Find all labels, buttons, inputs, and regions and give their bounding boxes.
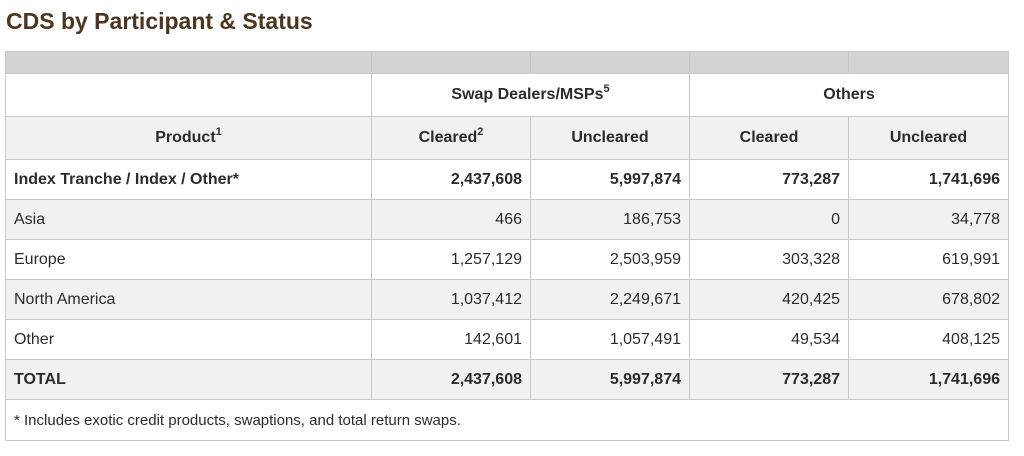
column-header-swap-cleared: Cleared2 [371, 116, 531, 160]
total-row: TOTAL 2,437,608 5,997,874 773,287 1,741,… [5, 359, 1009, 400]
cell-others-uncleared: 619,991 [848, 239, 1009, 280]
footnote-row: * Includes exotic credit products, swapt… [5, 399, 1009, 441]
table-row: Europe 1,257,129 2,503,959 303,328 619,9… [5, 239, 1009, 280]
cell-swap-cleared: 1,037,412 [371, 279, 531, 320]
footnote: * Includes exotic credit products, swapt… [5, 399, 1009, 441]
table-row: Asia 466 186,753 0 34,778 [5, 199, 1009, 240]
column-header-swap-uncleared: Uncleared [530, 116, 690, 160]
cell-swap-uncleared: 2,503,959 [530, 239, 690, 280]
group-header-empty [5, 73, 372, 117]
row-product: Other [5, 319, 372, 360]
page-title: CDS by Participant & Status [6, 8, 313, 34]
cell-swap-uncleared: 186,753 [530, 199, 690, 240]
row-product: TOTAL [5, 359, 372, 400]
column-header-product: Product1 [5, 116, 372, 160]
cell-others-uncleared: 408,125 [848, 319, 1009, 360]
cell-others-uncleared: 1,741,696 [848, 159, 1009, 200]
cell-swap-cleared: 142,601 [371, 319, 531, 360]
table-top-band [5, 51, 1009, 74]
table-row: Index Tranche / Index / Other* 2,437,608… [5, 159, 1009, 200]
cell-swap-uncleared: 1,057,491 [530, 319, 690, 360]
column-header-others-cleared: Cleared [689, 116, 849, 160]
cell-swap-cleared: 466 [371, 199, 531, 240]
cell-swap-cleared: 2,437,608 [371, 359, 531, 400]
cell-swap-cleared: 1,257,129 [371, 239, 531, 280]
column-header-others-uncleared: Uncleared [848, 116, 1009, 160]
cell-swap-uncleared: 2,249,671 [530, 279, 690, 320]
group-header-swap-dealers: Swap Dealers/MSPs5 [371, 73, 690, 117]
table-row: North America 1,037,412 2,249,671 420,42… [5, 279, 1009, 320]
row-product: Index Tranche / Index / Other* [5, 159, 372, 200]
cell-others-uncleared: 678,802 [848, 279, 1009, 320]
cell-others-uncleared: 34,778 [848, 199, 1009, 240]
table-row: Other 142,601 1,057,491 49,534 408,125 [5, 319, 1009, 360]
group-header-row: Swap Dealers/MSPs5 Others [5, 73, 1009, 117]
cell-others-cleared: 303,328 [689, 239, 849, 280]
cell-others-cleared: 773,287 [689, 159, 849, 200]
cell-others-uncleared: 1,741,696 [848, 359, 1009, 400]
cell-swap-uncleared: 5,997,874 [530, 359, 690, 400]
cell-swap-uncleared: 5,997,874 [530, 159, 690, 200]
cell-others-cleared: 773,287 [689, 359, 849, 400]
row-product: Asia [5, 199, 372, 240]
cds-table: Swap Dealers/MSPs5 Others Product1 Clear… [5, 51, 1009, 441]
cell-swap-cleared: 2,437,608 [371, 159, 531, 200]
cell-others-cleared: 49,534 [689, 319, 849, 360]
cell-others-cleared: 420,425 [689, 279, 849, 320]
column-header-row: Product1 Cleared2 Uncleared Cleared Uncl… [5, 116, 1009, 160]
row-product: Europe [5, 239, 372, 280]
cell-others-cleared: 0 [689, 199, 849, 240]
row-product: North America [5, 279, 372, 320]
group-header-others: Others [689, 73, 1009, 117]
